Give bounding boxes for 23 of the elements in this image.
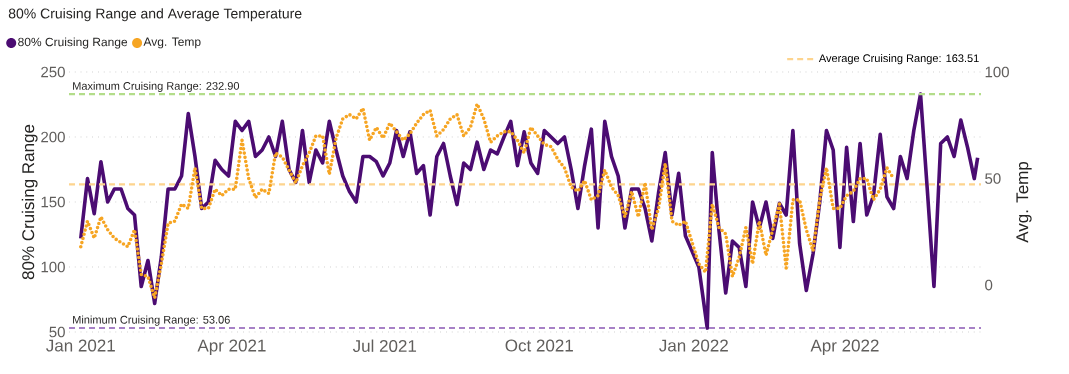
chart-title: 80% Cruising Range and Average Temperature — [8, 8, 302, 22]
y2-tick-label: 100 — [985, 66, 1009, 78]
y2-tick-label: 50 — [985, 173, 1001, 184]
y2-tick-label: 0 — [985, 279, 993, 291]
x-tick-label: Apr 2022 — [810, 339, 879, 355]
ref-line-label: Minimum Cruising Range: 53.06 — [73, 315, 230, 326]
y-tick-label: 50 — [49, 326, 65, 338]
line-series — [78, 102, 896, 300]
y-tick-label: 100 — [41, 261, 65, 273]
ref-line-label: Maximum Cruising Range: 232.90 — [73, 81, 240, 93]
legend-label: Average Cruising Range: 163.51 — [818, 54, 979, 65]
x-tick-label: Jan 2022 — [659, 339, 728, 352]
y-tick-label: 250 — [41, 66, 65, 78]
x-tick-label: Apr 2021 — [197, 339, 266, 355]
y2-axis-title: Avg. Temp — [1016, 161, 1032, 243]
legend-label: Avg. Temp — [143, 37, 201, 49]
y-axis-title: 80% Cruising Range — [21, 124, 38, 280]
y-tick-label: 200 — [41, 131, 65, 143]
legend-label: 80% Cruising Range — [18, 37, 128, 49]
y-tick-label: 150 — [41, 196, 65, 208]
x-tick-label: Jan 2021 — [46, 339, 115, 352]
x-tick-label: Jul 2021 — [352, 339, 417, 353]
x-tick-label: Oct 2021 — [505, 339, 573, 352]
